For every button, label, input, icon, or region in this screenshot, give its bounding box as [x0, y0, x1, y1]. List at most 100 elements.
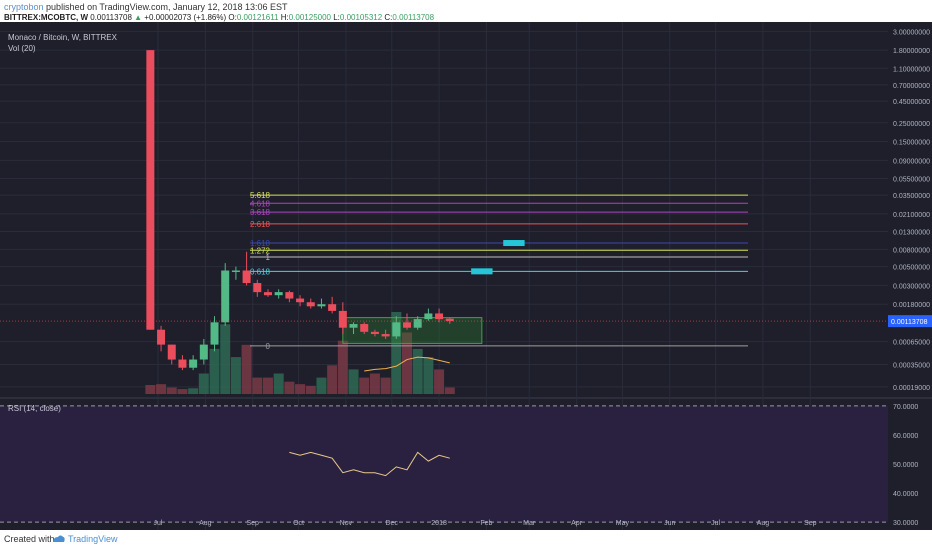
candle-body: [221, 270, 230, 323]
target-boxes: [471, 240, 525, 275]
volume-ma: [364, 356, 450, 372]
candle-body: [338, 310, 347, 328]
y-tick-label: 0.00065000: [893, 340, 930, 347]
created-with-text: Created with: [4, 534, 55, 544]
x-tick-label: Sep: [246, 520, 259, 527]
rsi-line: [289, 451, 450, 477]
volume-bar: [305, 385, 316, 394]
price-axis: 3.00000000 1.80000000 1.10000000 0.70000000…: [888, 29, 932, 392]
rsi-tick-label: 30.0000: [893, 520, 918, 527]
volume-bar: [412, 348, 423, 394]
last-price-tag-label: 0.00113708: [891, 319, 928, 326]
y-tick-label: 0.05500000: [893, 176, 930, 183]
x-tick-label: Jul: [154, 520, 163, 527]
y-tick-label: 0.45000000: [893, 99, 930, 106]
candle-body: [167, 344, 176, 360]
y-tick-label: 0.00300000: [893, 283, 930, 290]
candle-body: [146, 50, 155, 330]
candle-body: [360, 324, 369, 332]
candle-body: [263, 292, 272, 296]
candle-body: [210, 322, 219, 345]
volume-bar: [327, 365, 338, 394]
time-axis: Jul Aug Sep Oct Nov Dec 2018 Feb Mar Apr May Jun Jul…: [154, 520, 817, 527]
y-tick-label: 0.02100000: [893, 212, 930, 219]
candle-body: [424, 313, 433, 320]
fib-label: 5.618: [250, 191, 271, 200]
volume-legend: Vol (20): [8, 44, 36, 53]
volume-bar: [284, 381, 295, 394]
candle-body: [199, 344, 208, 360]
up-arrow-icon: ▲: [134, 13, 143, 22]
volume-bar: [348, 369, 359, 394]
fib-label: 2.618: [250, 220, 271, 229]
candle-body: [178, 359, 187, 368]
volume-bar: [316, 377, 327, 394]
fib-label: 1.272: [250, 246, 271, 255]
candle-body: [274, 292, 283, 296]
candle-body: [370, 331, 379, 335]
publish-info: published on TradingView.com, January 12…: [46, 2, 288, 12]
high-value: 0.00125000: [288, 13, 331, 22]
volume-bar: [252, 377, 263, 394]
volume-bars: [145, 312, 455, 394]
close-value: 0.00113708: [392, 13, 435, 22]
y-tick-label: 0.00035000: [893, 362, 930, 369]
y-tick-label: 0.15000000: [893, 140, 930, 147]
y-tick-label: 3.00000000: [893, 29, 930, 36]
volume-bar: [166, 387, 177, 394]
x-tick-label: Sep: [804, 520, 817, 527]
candle-body: [413, 319, 422, 328]
candle-body: [381, 334, 390, 337]
high-key: H:: [280, 13, 289, 22]
tradingview-logo-icon[interactable]: [52, 533, 66, 545]
candle-body: [349, 324, 358, 328]
volume-bar: [359, 377, 370, 394]
volume-bar: [401, 332, 412, 394]
header-bar: cryptobon published on TradingView.com, …: [0, 0, 932, 22]
rsi-tick-label: 40.0000: [893, 491, 918, 498]
volume-bar: [434, 369, 445, 394]
volume-bar: [391, 312, 402, 394]
volume-bar: [423, 357, 434, 394]
publish-line: cryptobon published on TradingView.com, …: [4, 2, 288, 12]
candle-body: [328, 304, 337, 311]
x-tick-label: Mar: [523, 520, 536, 527]
candle-body: [157, 329, 166, 345]
volume-bar: [295, 384, 306, 394]
x-tick-label: Oct: [293, 520, 304, 527]
rsi-line-group: [289, 451, 450, 477]
candle-body: [285, 292, 294, 299]
tradingview-brand-link[interactable]: TradingView: [68, 534, 118, 544]
fib-label: 1.618: [250, 239, 271, 248]
y-tick-label: 0.70000000: [893, 83, 930, 90]
volume-bar: [369, 373, 380, 394]
candle-body: [242, 270, 251, 284]
rsi-tick-label: 50.0000: [893, 462, 918, 469]
volume-bar: [444, 387, 455, 394]
price-change: +0.00002073 (+1.86%): [144, 13, 227, 22]
x-tick-label: Feb: [480, 520, 492, 527]
y-tick-label: 1.80000000: [893, 48, 930, 55]
candle-body: [435, 313, 444, 320]
volume-bar: [209, 348, 220, 394]
candle-body: [402, 322, 411, 328]
candle-body: [392, 322, 401, 337]
fib-label: 4.618: [250, 199, 271, 208]
low-value: 0.00105312: [339, 13, 383, 22]
x-tick-label: Jun: [664, 520, 675, 527]
low-key: L:: [333, 13, 340, 22]
open-key: O:: [228, 13, 237, 22]
target-box: [471, 268, 493, 275]
volume-bar: [177, 389, 188, 394]
chart-area[interactable]: 5.618 4.618 3.618 2.618 1.618 1.272 1 0.618 0 3.…: [0, 22, 932, 530]
candles: [0, 50, 888, 371]
open-value: 0.00121611: [236, 13, 279, 22]
author-link[interactable]: cryptobon: [4, 2, 44, 12]
y-tick-label: 0.00800000: [893, 247, 930, 254]
fib-label: 1: [266, 253, 271, 262]
volume-bar: [188, 388, 199, 394]
candle-body: [296, 298, 305, 303]
x-tick-label: Dec: [385, 520, 398, 527]
